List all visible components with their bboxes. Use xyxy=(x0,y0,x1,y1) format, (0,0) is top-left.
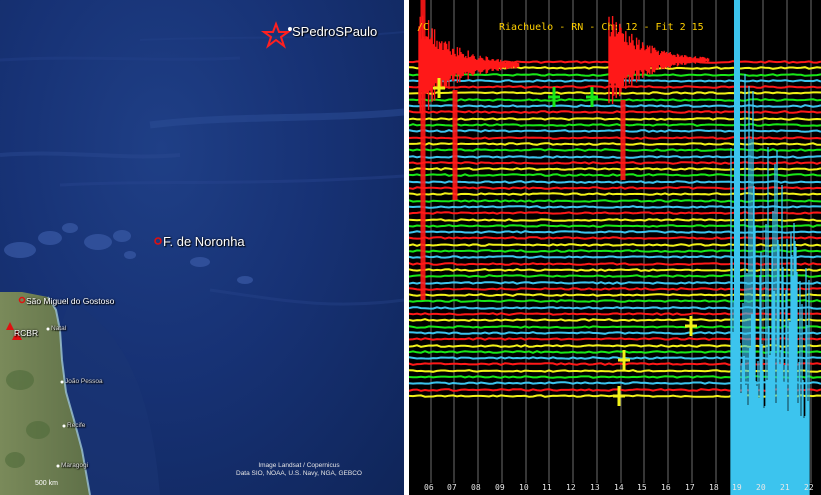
trace-line xyxy=(409,167,821,171)
trace-line xyxy=(409,325,821,329)
time-tick-label: 13 xyxy=(590,483,600,492)
recife-label: Recife xyxy=(67,422,86,429)
signal-blip xyxy=(618,350,630,370)
trace-line xyxy=(409,85,821,89)
trace-line xyxy=(409,344,821,348)
trace-line xyxy=(409,199,821,203)
signal-blip xyxy=(613,386,625,406)
maragogi-label: Maragogi xyxy=(61,462,89,469)
trace-line xyxy=(409,262,821,266)
trace-line xyxy=(409,173,821,177)
time-tick-label: 22 xyxy=(804,483,814,492)
trace-line xyxy=(409,192,821,196)
time-tick-label: 08 xyxy=(471,483,481,492)
trace-line xyxy=(409,110,821,114)
map-scale: 500 km xyxy=(35,480,58,487)
time-tick-label: 06 xyxy=(424,483,434,492)
red-burst-2 xyxy=(608,16,710,104)
panel-divider xyxy=(404,0,409,495)
trace-line xyxy=(409,299,821,303)
trace-line xyxy=(409,123,821,127)
trace-line xyxy=(409,293,821,297)
trace-line xyxy=(409,255,821,259)
trace-line xyxy=(409,161,821,165)
spedro-spaulo-label: SPedroSPaulo xyxy=(292,24,378,39)
trace-line xyxy=(409,236,821,240)
seismogram-title: Riachuelo - RN - Ch: 12 - Fit 2 15 xyxy=(499,22,704,33)
time-tick-label: 11 xyxy=(542,483,552,492)
trace-line xyxy=(409,337,821,341)
joao-pessoa-label: João Pessoa xyxy=(65,378,103,385)
trace-line xyxy=(409,350,821,354)
attribution-line-1: Image Landsat / Copernicus xyxy=(258,462,340,469)
time-tick-label: 17 xyxy=(685,483,695,492)
time-tick-label: 10 xyxy=(519,483,529,492)
trace-line xyxy=(409,306,821,310)
rcbr-label: RCBR xyxy=(14,328,39,338)
signal-blip xyxy=(685,316,697,336)
seafloor-relief xyxy=(0,21,404,495)
trace-line xyxy=(409,180,821,184)
time-tick-label: 16 xyxy=(661,483,671,492)
sao-miguel-label: São Miguel do Gostoso xyxy=(26,296,115,306)
trace-line xyxy=(409,287,821,291)
signal-blip xyxy=(433,78,445,98)
trace-line xyxy=(409,331,821,335)
trace-line xyxy=(409,205,821,209)
trace-line xyxy=(409,211,821,215)
trace-line xyxy=(409,356,821,360)
trace-line xyxy=(409,218,821,222)
time-axis: 06 07 08 09 10 11 12 13 14 15 16 17 18 19 20 21 22 xyxy=(409,483,821,495)
time-tick-label: 18 xyxy=(709,483,719,492)
trace-line xyxy=(409,117,821,121)
trace-line xyxy=(409,362,821,366)
time-tick-label: 21 xyxy=(780,483,790,492)
trace-line xyxy=(409,388,821,392)
trace-line xyxy=(409,155,821,159)
trace-line xyxy=(409,369,821,373)
trace-line xyxy=(409,249,821,253)
map-panel[interactable]: SPedroSPaulo F. de Noronha São Miguel do… xyxy=(0,0,404,495)
signal-blip xyxy=(548,87,560,107)
trace-line xyxy=(409,243,821,247)
trace-line xyxy=(409,268,821,272)
trace-line xyxy=(409,224,821,228)
trace-line xyxy=(409,98,821,102)
trace-line xyxy=(409,312,821,316)
seismogram-traces xyxy=(409,0,821,495)
trace-line xyxy=(409,274,821,278)
trace-line xyxy=(409,381,821,385)
trace-line xyxy=(409,318,821,322)
trace-line xyxy=(409,142,821,146)
time-tick-label: 20 xyxy=(756,483,766,492)
trace-line xyxy=(409,230,821,234)
attribution-line-2: Data SIO, NOAA, U.S. Navy, NGA, GEBCO xyxy=(236,470,362,477)
time-tick-label: 14 xyxy=(614,483,624,492)
red-burst-1 xyxy=(418,15,520,115)
map-attribution: Image Landsat / Copernicus Data SIO, NOA… xyxy=(236,462,362,478)
trace-line xyxy=(409,104,821,108)
natal-label: Natal xyxy=(51,325,67,332)
trace-line xyxy=(409,148,821,152)
trace-line xyxy=(409,281,821,285)
signal-blip xyxy=(586,87,598,107)
seismogram-panel[interactable]: /C Riachuelo - RN - Ch: 12 - Fit 2 15 06… xyxy=(409,0,821,495)
noronha-label: F. de Noronha xyxy=(163,234,245,249)
trace-line xyxy=(409,91,821,95)
time-tick-label: 15 xyxy=(637,483,647,492)
time-tick-label: 12 xyxy=(566,483,576,492)
time-tick-label: 19 xyxy=(732,483,742,492)
trace-line xyxy=(409,136,821,140)
trace-line xyxy=(409,375,821,379)
trace-line xyxy=(409,129,821,133)
seismogram-title-left: /C xyxy=(417,22,430,33)
spedro-spaulo-star[interactable] xyxy=(260,21,292,49)
trace-line xyxy=(409,186,821,190)
time-tick-label: 09 xyxy=(495,483,505,492)
time-tick-label: 07 xyxy=(447,483,457,492)
